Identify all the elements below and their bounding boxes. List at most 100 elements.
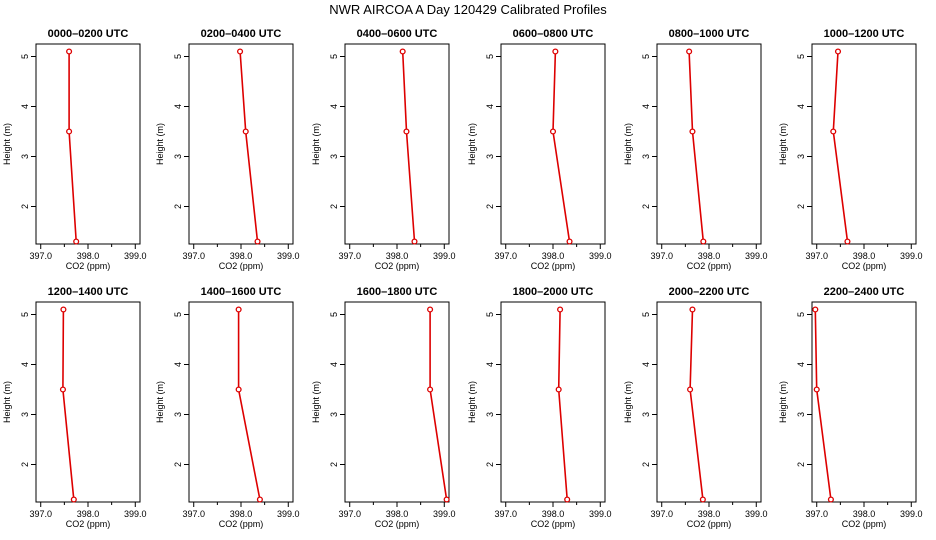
y-tick-label: 3 (20, 154, 30, 159)
data-point (66, 48, 73, 55)
data-point (555, 386, 562, 393)
profile-panel-6: 1000–1200 UTC 397.0 398.0 399.0 CO2 (ppm) 2 3 4… (778, 28, 923, 271)
y-tick-label: 2 (173, 204, 183, 209)
profile-panel-12: 2200–2400 UTC 397.0 398.0 399.0 CO2 (ppm) 2 3 4… (778, 286, 923, 529)
data-point (549, 128, 557, 135)
y-tick-label: 4 (329, 362, 339, 367)
data-point (834, 48, 842, 55)
x-tick-label: 398.0 (853, 509, 876, 519)
y-tick-label: 2 (641, 204, 651, 209)
profile-line (68, 51, 77, 242)
x-tick-label: 399.0 (277, 509, 300, 519)
y-tick-label: 5 (796, 312, 806, 317)
y-axis-label: Height (m) (778, 123, 788, 165)
x-tick-label: 399.0 (745, 509, 768, 519)
data-point (689, 306, 696, 313)
x-tick-label: 397.0 (29, 509, 52, 519)
data-point (827, 496, 834, 503)
x-tick-label: 399.0 (277, 251, 300, 261)
plot-frame (344, 301, 450, 503)
x-tick-label: 397.0 (182, 509, 205, 519)
profile-panel-11: 2000–2200 UTC 397.0 398.0 399.0 CO2 (ppm) 2 3 4… (623, 286, 768, 529)
y-tick-label: 2 (485, 204, 495, 209)
data-point (235, 386, 242, 393)
profile-panel-10: 1800–2000 UTC 397.0 398.0 399.0 CO2 (ppm) 2 3 4… (467, 286, 612, 529)
x-tick-label: 398.0 (386, 509, 409, 519)
y-axis-label: Height (m) (155, 123, 165, 165)
y-tick-label: 5 (641, 54, 651, 59)
data-point (699, 496, 706, 503)
y-axis-label: Height (m) (311, 123, 321, 165)
data-point (700, 238, 707, 245)
y-tick-label: 5 (173, 312, 183, 317)
y-tick-label: 2 (641, 462, 651, 467)
y-axis-label: Height (m) (2, 123, 12, 165)
x-tick-label: 399.0 (589, 509, 612, 519)
data-point (254, 238, 261, 245)
x-tick-label: 398.0 (542, 509, 565, 519)
x-tick-label: 398.0 (230, 251, 253, 261)
data-point (242, 128, 249, 135)
profile-line (62, 309, 75, 500)
profile-line (688, 51, 705, 242)
x-tick-label: 397.0 (650, 251, 673, 261)
y-tick-label: 2 (20, 204, 30, 209)
x-axis-label: CO2 (ppm) (219, 519, 264, 529)
x-tick-label: 398.0 (698, 251, 721, 261)
x-tick-label: 398.0 (698, 509, 721, 519)
x-tick-label: 397.0 (805, 509, 828, 519)
data-point (427, 306, 434, 313)
y-tick-label: 2 (485, 462, 495, 467)
y-axis-label: Height (m) (311, 381, 321, 423)
profile-line (814, 309, 832, 500)
data-point (830, 128, 837, 135)
profile-panel-8: 1400–1600 UTC 397.0 398.0 399.0 CO2 (ppm) 2 3 4… (155, 286, 300, 529)
y-tick-label: 5 (20, 312, 30, 317)
x-axis-label: CO2 (ppm) (375, 261, 420, 271)
y-tick-label: 3 (641, 154, 651, 159)
panel-title: 1400–1600 UTC (201, 286, 282, 298)
panel-title: 0400–0600 UTC (357, 28, 438, 40)
profile-panel-7: 1200–1400 UTC 397.0 398.0 399.0 CO2 (ppm) 2 3 4… (2, 286, 147, 529)
profile-line (429, 309, 448, 500)
data-point (566, 238, 573, 245)
data-point (237, 48, 244, 55)
profile-line (557, 309, 568, 500)
data-point (411, 238, 418, 245)
x-tick-label: 399.0 (124, 251, 147, 261)
x-tick-label: 397.0 (650, 509, 673, 519)
x-tick-label: 399.0 (589, 251, 612, 261)
data-point (403, 128, 410, 135)
panel-title: 1800–2000 UTC (513, 286, 594, 298)
y-tick-label: 5 (641, 312, 651, 317)
x-tick-label: 398.0 (386, 251, 409, 261)
x-tick-label: 399.0 (745, 251, 768, 261)
y-tick-label: 4 (641, 104, 651, 109)
data-point (552, 48, 559, 55)
plot-frame (35, 43, 141, 245)
profile-line (689, 309, 704, 500)
data-point (60, 306, 67, 313)
panel-title: 0800–1000 UTC (669, 28, 750, 40)
y-axis-label: Height (m) (2, 381, 12, 423)
x-tick-label: 399.0 (433, 509, 456, 519)
x-axis-label: CO2 (ppm) (66, 261, 111, 271)
y-tick-label: 5 (485, 312, 495, 317)
x-axis-label: CO2 (ppm) (842, 261, 887, 271)
y-tick-label: 5 (173, 54, 183, 59)
y-tick-label: 5 (796, 54, 806, 59)
y-tick-label: 4 (485, 104, 495, 109)
data-point (399, 48, 406, 55)
panel-title: 1600–1800 UTC (357, 286, 438, 298)
y-tick-label: 2 (20, 462, 30, 467)
profile-panel-9: 1600–1800 UTC 397.0 398.0 399.0 CO2 (ppm) 2 3 4… (311, 286, 456, 529)
profile-panel-2: 0200–0400 UTC 397.0 398.0 399.0 CO2 (ppm) 2 3 4… (155, 28, 300, 271)
x-tick-label: 397.0 (494, 509, 517, 519)
y-tick-label: 2 (173, 462, 183, 467)
x-axis-label: CO2 (ppm) (687, 261, 732, 271)
profile-line (552, 51, 571, 242)
y-tick-label: 3 (485, 412, 495, 417)
y-axis-label: Height (m) (623, 381, 633, 423)
